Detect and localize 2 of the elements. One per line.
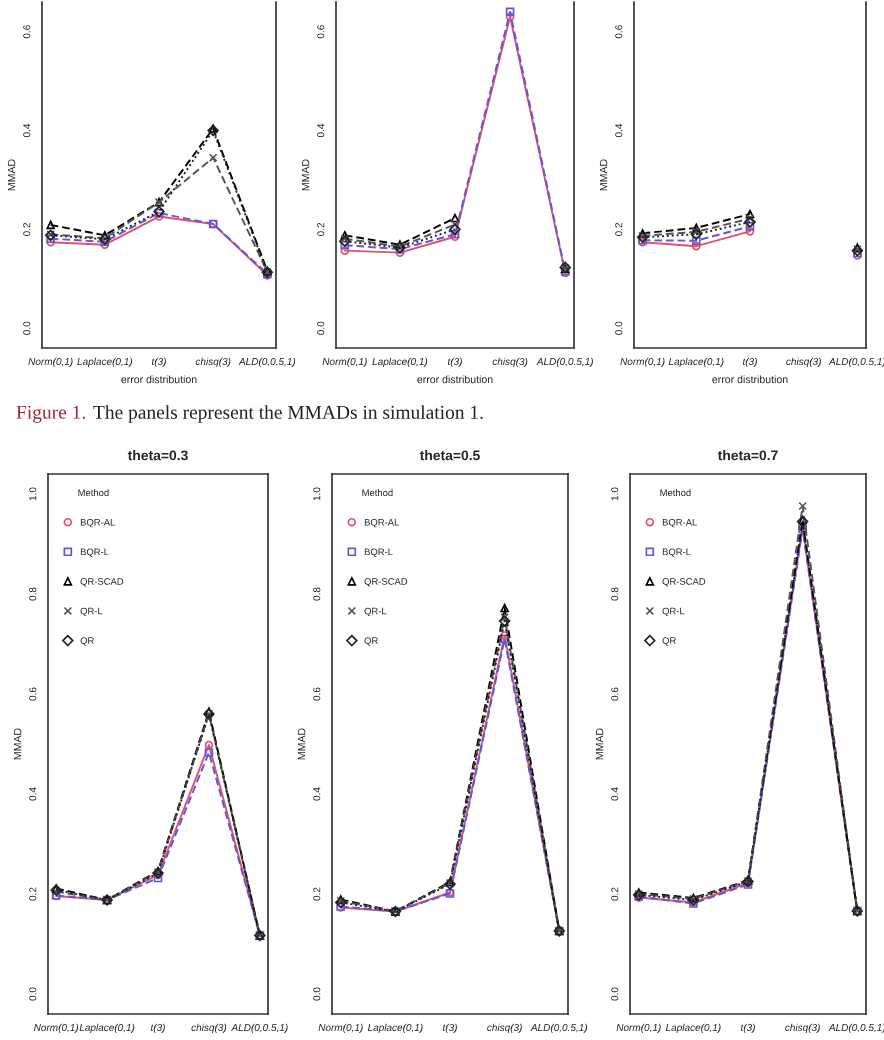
text: The panels represent the MMADs in simulation 1. xyxy=(93,405,483,423)
caption: Figure 1. xyxy=(16,405,85,423)
